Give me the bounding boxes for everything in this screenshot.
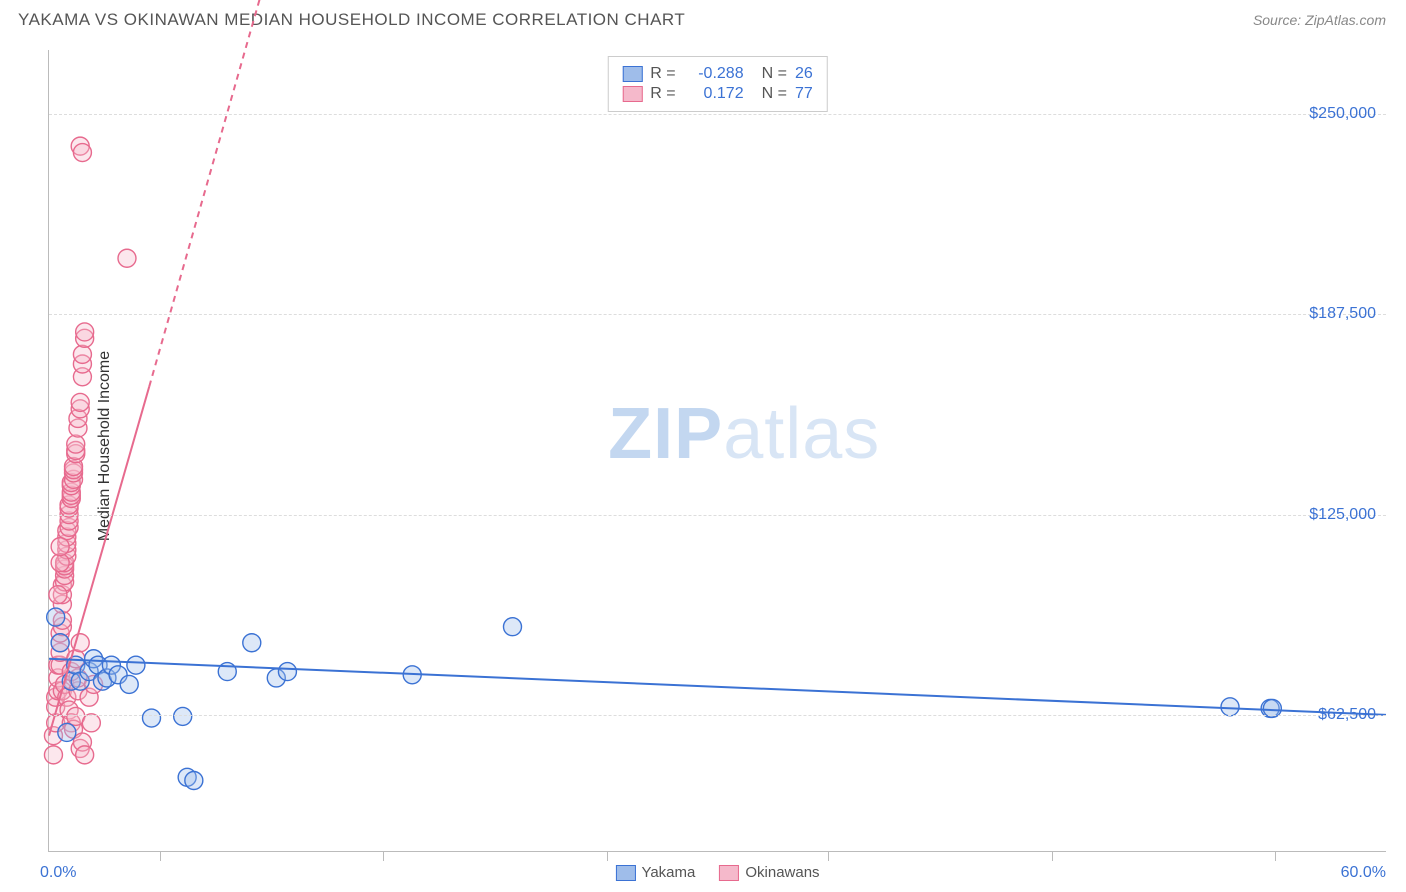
source-credit: Source: ZipAtlas.com [1253,12,1386,28]
y-tick-label: $62,500 [1318,706,1376,724]
data-point [120,675,138,693]
data-point [185,772,203,790]
trend-line [149,0,260,386]
legend-stats: R = -0.288 N = 26 R = 0.172 N = 77 [607,56,827,112]
data-point [118,249,136,267]
data-point [47,608,65,626]
n-value-yakama: 26 [795,65,813,83]
r-label: R = [650,85,675,103]
chart-title: YAKAMA VS OKINAWAN MEDIAN HOUSEHOLD INCO… [18,10,685,30]
data-point [51,554,69,572]
y-tick-label: $250,000 [1309,105,1376,123]
y-tick-label: $125,000 [1309,506,1376,524]
data-point [73,144,91,162]
n-value-okinawans: 77 [795,85,813,103]
data-point [44,746,62,764]
data-point [49,586,67,604]
data-point [82,714,100,732]
data-point [58,723,76,741]
r-value-yakama: -0.288 [684,65,744,83]
y-tick-label: $187,500 [1309,305,1376,323]
data-point [76,323,94,341]
data-point [127,656,145,674]
data-point [76,746,94,764]
legend-row-okinawans: R = 0.172 N = 77 [622,85,812,103]
n-label: N = [762,85,787,103]
data-point [51,538,69,556]
data-point [278,663,296,681]
x-axis-labels: 0.0% 60.0% [48,864,1386,884]
data-point [73,345,91,363]
data-point [143,709,161,727]
data-point [71,393,89,411]
n-label: N = [762,65,787,83]
swatch-yakama [622,66,642,82]
x-tick-start: 0.0% [40,864,76,882]
trend-line [49,659,1386,715]
data-point [503,618,521,636]
r-value-okinawans: 0.172 [684,85,744,103]
data-point [174,707,192,725]
data-point [243,634,261,652]
scatter-svg [49,50,1386,851]
chart-header: YAKAMA VS OKINAWAN MEDIAN HOUSEHOLD INCO… [0,0,1406,38]
r-label: R = [650,65,675,83]
data-point [1221,698,1239,716]
data-point [51,634,69,652]
chart-plot-area: ZIPatlas R = -0.288 N = 26 R = 0.172 N =… [48,50,1386,852]
x-tick-end: 60.0% [1341,864,1386,882]
swatch-okinawans [622,86,642,102]
data-point [67,435,85,453]
legend-row-yakama: R = -0.288 N = 26 [622,65,812,83]
